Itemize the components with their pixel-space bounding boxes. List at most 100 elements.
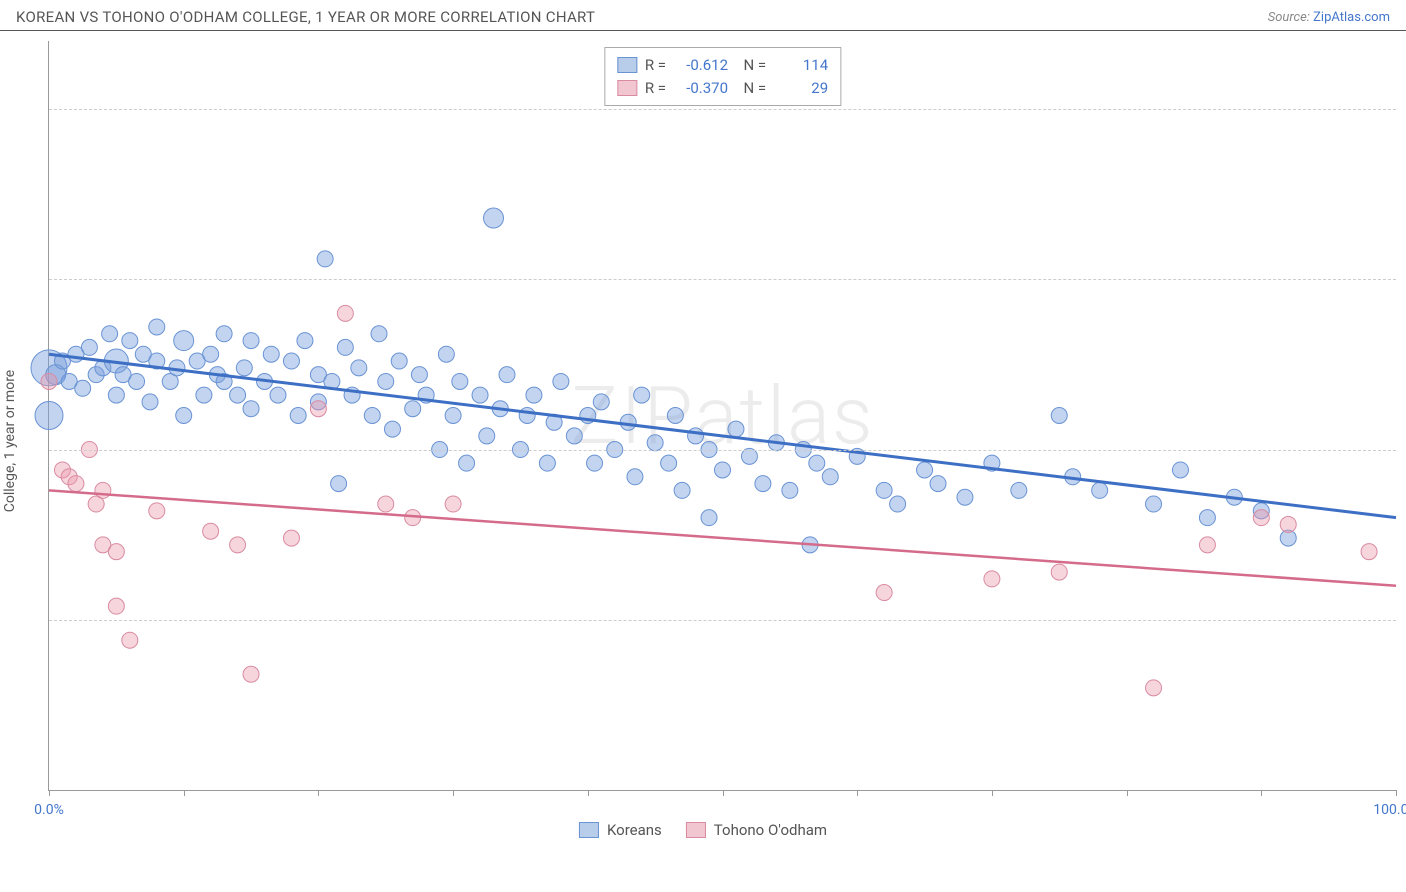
x-tick	[49, 790, 50, 796]
scatter-point	[270, 387, 286, 403]
scatter-point	[174, 331, 194, 351]
gridline	[49, 450, 1396, 451]
scatter-point	[593, 394, 609, 410]
chart-title: KOREAN VS TOHONO O'ODHAM COLLEGE, 1 YEAR…	[16, 8, 595, 26]
legend-swatch-koreans	[579, 822, 599, 838]
scatter-point	[667, 408, 683, 424]
scatter-point	[122, 632, 138, 648]
scatter-svg	[49, 41, 1396, 790]
scatter-point	[1199, 510, 1215, 526]
scatter-point	[566, 428, 582, 444]
stat-r-tohono: -0.370	[674, 77, 728, 100]
scatter-point	[809, 455, 825, 471]
scatter-point	[108, 544, 124, 560]
scatter-point	[331, 476, 347, 492]
scatter-point	[634, 387, 650, 403]
bottom-legend: Koreans Tohono O'odham	[579, 821, 827, 839]
scatter-point	[243, 666, 259, 682]
scatter-point	[351, 360, 367, 376]
scatter-point	[539, 455, 555, 471]
scatter-point	[108, 598, 124, 614]
scatter-point	[297, 333, 313, 349]
legend-item-tohono: Tohono O'odham	[686, 821, 827, 839]
scatter-point	[1361, 544, 1377, 560]
stats-row-tohono: R = -0.370 N = 29	[617, 77, 828, 100]
scatter-point	[310, 401, 326, 417]
stat-r-label: R =	[645, 77, 666, 100]
scatter-point	[1172, 462, 1188, 478]
scatter-point	[149, 503, 165, 519]
x-tick-label: 0.0%	[34, 802, 64, 818]
scatter-point	[216, 326, 232, 342]
trend-line	[49, 490, 1396, 585]
scatter-point	[378, 496, 394, 512]
scatter-point	[263, 346, 279, 362]
scatter-point	[1011, 482, 1027, 498]
source-link[interactable]: ZipAtlas.com	[1313, 10, 1390, 25]
scatter-point	[479, 428, 495, 444]
scatter-point	[526, 387, 542, 403]
y-axis-title: College, 1 year or more	[2, 370, 18, 512]
scatter-point	[782, 482, 798, 498]
scatter-point	[484, 208, 504, 228]
x-tick	[453, 790, 454, 796]
scatter-point	[283, 530, 299, 546]
scatter-point	[890, 496, 906, 512]
scatter-point	[236, 360, 252, 376]
scatter-point	[149, 319, 165, 335]
scatter-point	[445, 496, 461, 512]
x-tick	[184, 790, 185, 796]
scatter-point	[445, 408, 461, 424]
stats-row-koreans: R = -0.612 N = 114	[617, 54, 828, 77]
scatter-point	[822, 469, 838, 485]
legend-label-koreans: Koreans	[607, 821, 662, 839]
scatter-point	[741, 448, 757, 464]
x-tick	[588, 790, 589, 796]
scatter-point	[930, 476, 946, 492]
scatter-point	[203, 346, 219, 362]
stat-n-label: N =	[736, 54, 766, 77]
gridline	[49, 279, 1396, 280]
scatter-point	[957, 489, 973, 505]
scatter-point	[688, 428, 704, 444]
scatter-point	[41, 373, 57, 389]
scatter-point	[627, 469, 643, 485]
scatter-point	[1253, 510, 1269, 526]
scatter-point	[142, 394, 158, 410]
scatter-point	[371, 326, 387, 342]
trend-line	[49, 354, 1396, 517]
scatter-point	[364, 408, 380, 424]
swatch-tohono	[617, 80, 637, 96]
stats-legend-box: R = -0.612 N = 114 R = -0.370 N = 29	[604, 47, 841, 106]
scatter-point	[176, 408, 192, 424]
chart-area: College, 1 year or more ZIPatlas R = -0.…	[0, 31, 1406, 851]
scatter-point	[728, 421, 744, 437]
scatter-point	[647, 435, 663, 451]
scatter-point	[337, 305, 353, 321]
scatter-point	[876, 585, 892, 601]
gridline	[49, 109, 1396, 110]
scatter-point	[129, 373, 145, 389]
scatter-point	[499, 367, 515, 383]
scatter-point	[1199, 537, 1215, 553]
chart-header: KOREAN VS TOHONO O'ODHAM COLLEGE, 1 YEAR…	[0, 0, 1406, 31]
scatter-point	[108, 387, 124, 403]
legend-swatch-tohono	[686, 822, 706, 838]
scatter-point	[1051, 564, 1067, 580]
x-tick	[992, 790, 993, 796]
scatter-point	[411, 367, 427, 383]
scatter-point	[472, 387, 488, 403]
scatter-point	[283, 353, 299, 369]
x-tick	[723, 790, 724, 796]
scatter-point	[674, 482, 690, 498]
scatter-point	[378, 373, 394, 389]
stat-r-koreans: -0.612	[674, 54, 728, 77]
scatter-point	[587, 455, 603, 471]
scatter-point	[1051, 408, 1067, 424]
scatter-point	[661, 455, 677, 471]
scatter-point	[876, 482, 892, 498]
scatter-point	[68, 476, 84, 492]
scatter-point	[243, 333, 259, 349]
scatter-point	[715, 462, 731, 478]
scatter-point	[391, 353, 407, 369]
